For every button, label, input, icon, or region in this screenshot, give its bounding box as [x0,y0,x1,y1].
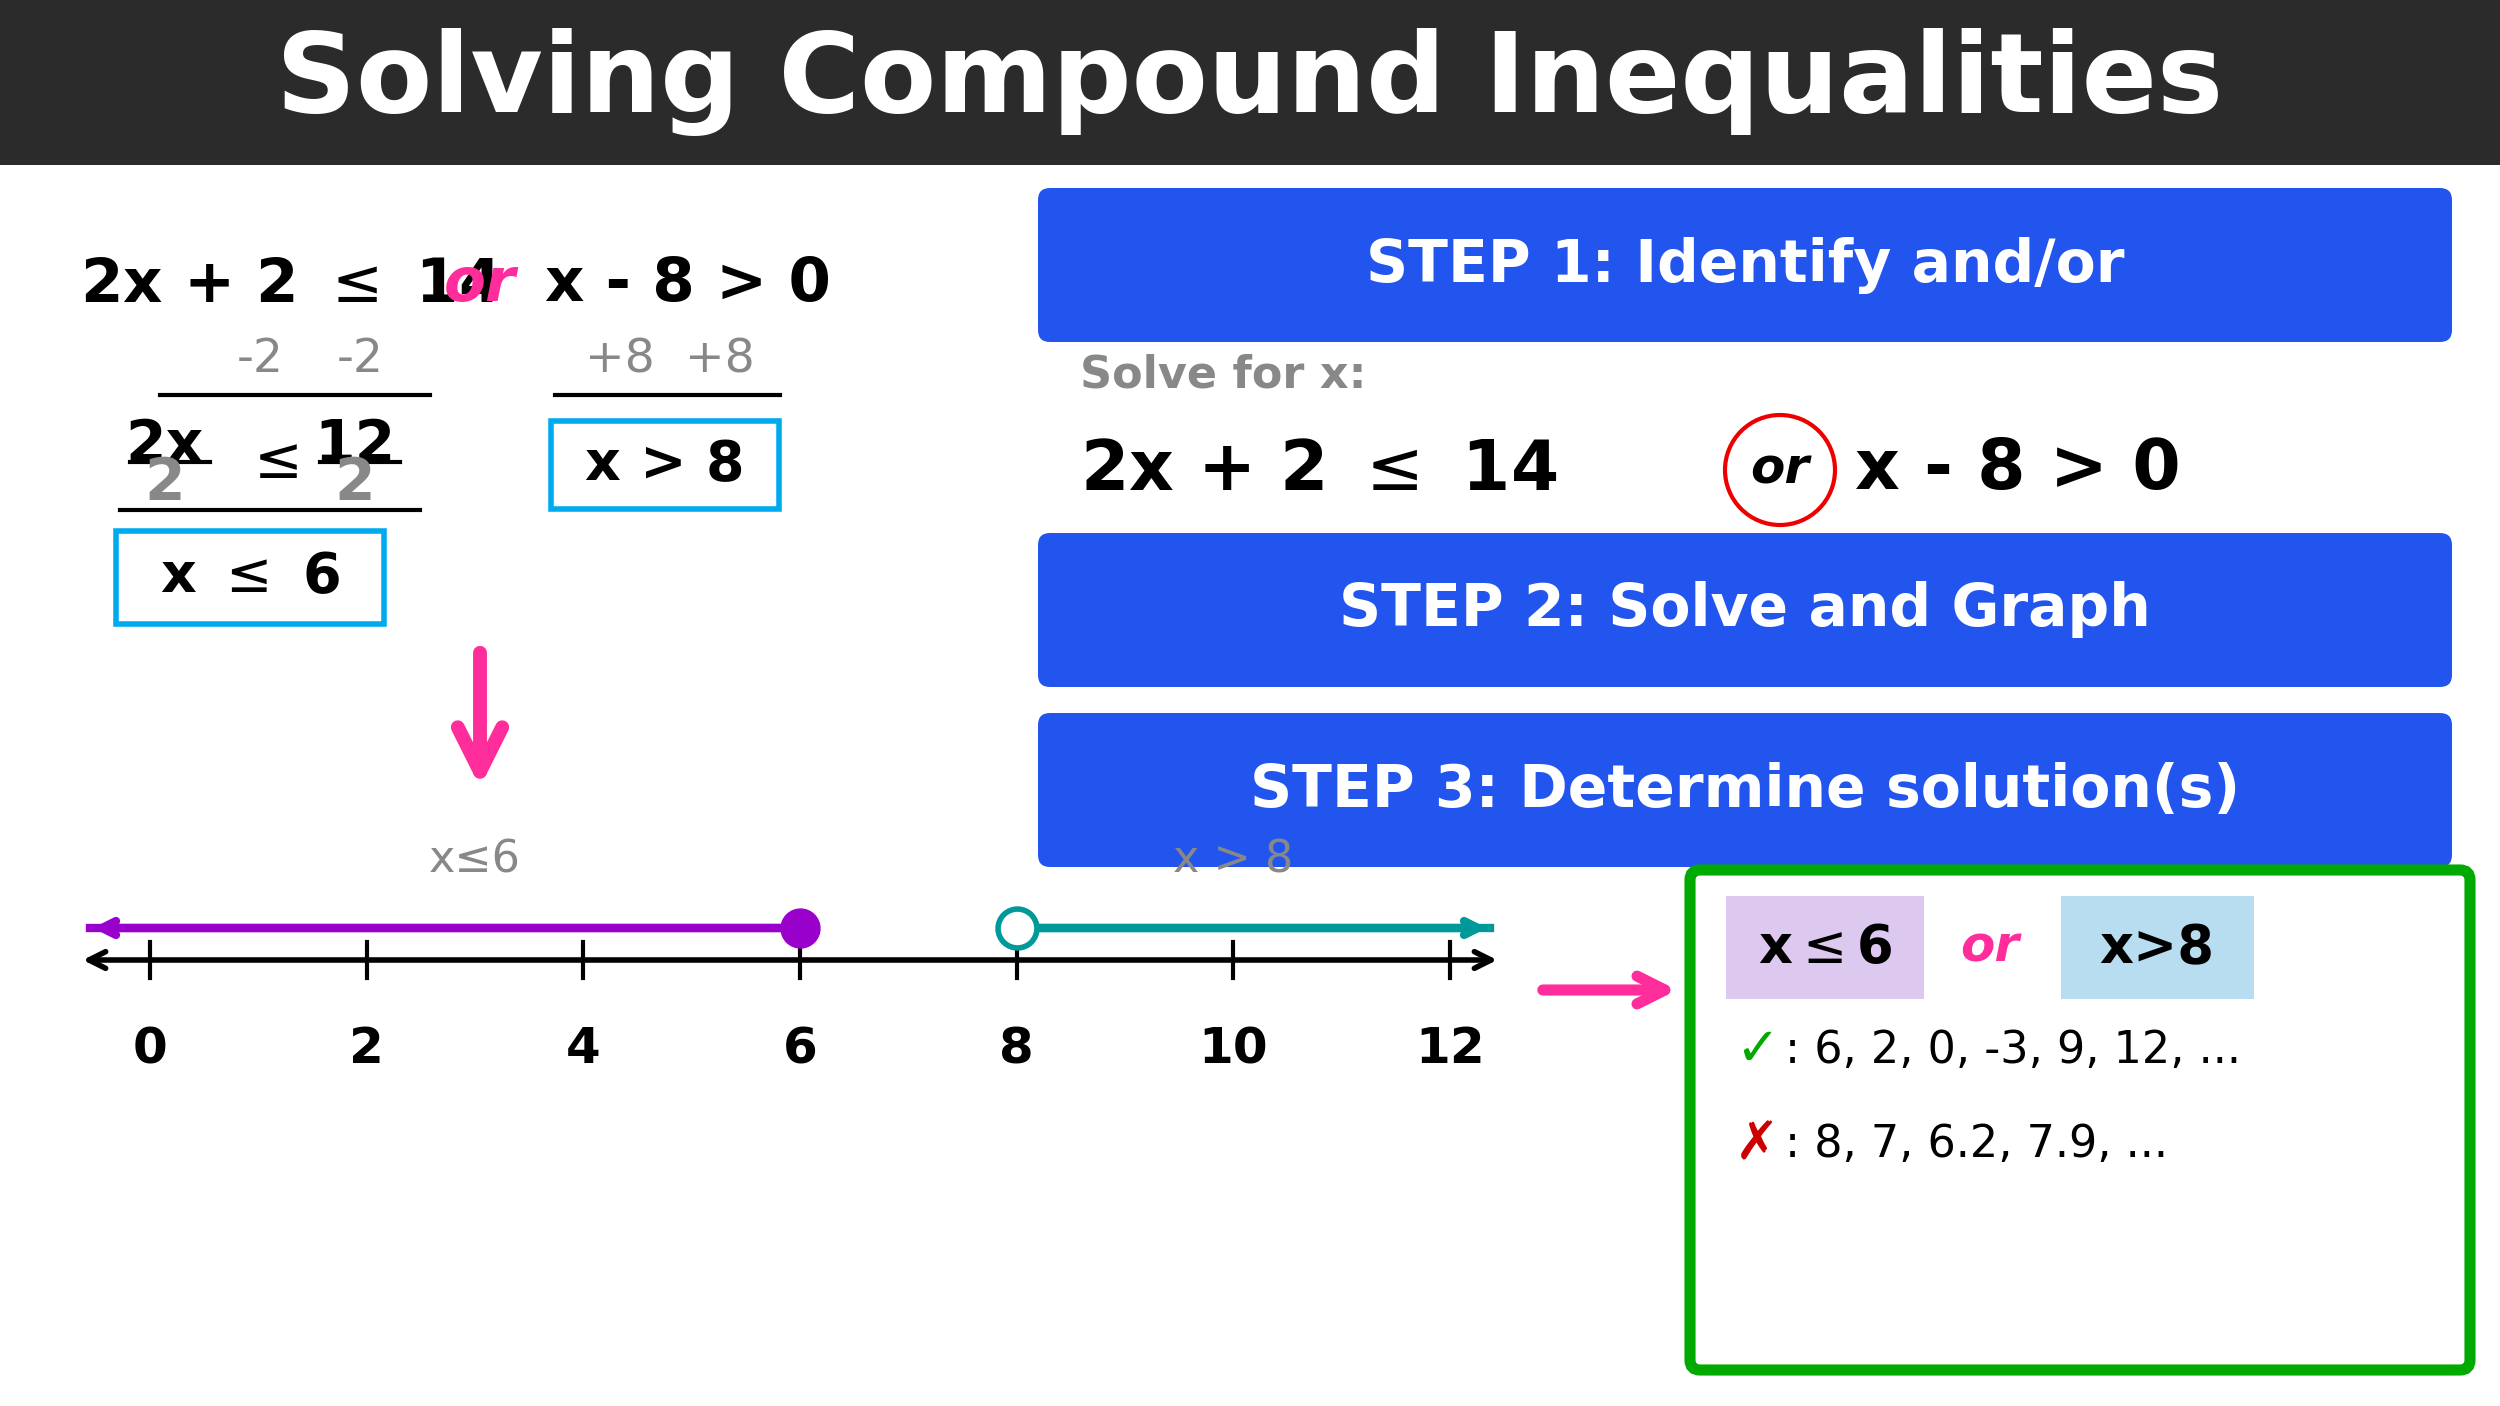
Text: -2: -2 [238,337,282,382]
FancyBboxPatch shape [1725,896,1925,1000]
Text: 12: 12 [1415,1025,1485,1073]
Text: 2x: 2x [125,416,205,474]
Text: or: or [445,256,515,315]
Text: -2: -2 [338,337,382,382]
Text: ✓: ✓ [1735,1024,1780,1076]
Bar [0,0,2500,165]
Text: 2x + 2 $\leq$ 14: 2x + 2 $\leq$ 14 [80,256,500,315]
Text: or: or [1750,446,1810,494]
Text: x - 8 > 0: x - 8 > 0 [1855,436,2180,503]
FancyBboxPatch shape [2060,896,2255,1000]
FancyBboxPatch shape [1038,533,2452,688]
Text: STEP 1: Identify and/or: STEP 1: Identify and/or [1365,236,2125,294]
FancyBboxPatch shape [550,420,780,509]
Text: x > 8: x > 8 [1172,838,1292,882]
Text: +8: +8 [685,337,755,382]
Text: 10: 10 [1198,1025,1268,1073]
Text: $\leq$: $\leq$ [242,433,298,491]
Text: x $\leq$ 6: x $\leq$ 6 [160,550,340,605]
Text: x > 8: x > 8 [585,439,745,492]
Text: : 8, 7, 6.2, 7.9, ...: : 8, 7, 6.2, 7.9, ... [1785,1123,2168,1167]
Text: +8: +8 [585,337,655,382]
Text: STEP 2: Solve and Graph: STEP 2: Solve and Graph [1340,582,2150,638]
Text: or: or [1960,924,2020,972]
Text: x$\leq$6: x$\leq$6 [1758,922,1892,974]
Text: x - 8 > 0: x - 8 > 0 [545,256,830,315]
Text: x>8: x>8 [2100,922,2215,974]
Text: 0: 0 [132,1025,168,1073]
Text: Solving Compound Inequalities: Solving Compound Inequalities [278,28,2222,136]
Text: 4: 4 [565,1025,600,1073]
Text: STEP 3: Determine solution(s): STEP 3: Determine solution(s) [1250,762,2240,818]
FancyBboxPatch shape [1038,188,2452,342]
Text: 2x + 2 $\leq$ 14: 2x + 2 $\leq$ 14 [1080,436,1558,503]
Text: 2: 2 [335,454,375,512]
Text: 8: 8 [1000,1025,1035,1073]
FancyBboxPatch shape [1690,870,2470,1369]
Text: ✗: ✗ [1735,1119,1780,1171]
Text: : 6, 2, 0, -3, 9, 12, ...: : 6, 2, 0, -3, 9, 12, ... [1785,1029,2240,1071]
Text: Solve for x:: Solve for x: [1080,353,1368,396]
FancyBboxPatch shape [115,531,385,624]
FancyBboxPatch shape [1038,713,2452,868]
Text: 6: 6 [782,1025,818,1073]
Text: 12: 12 [315,416,395,474]
Text: x≤6: x≤6 [430,838,520,882]
Text: 2: 2 [350,1025,385,1073]
Text: 2: 2 [145,454,185,512]
